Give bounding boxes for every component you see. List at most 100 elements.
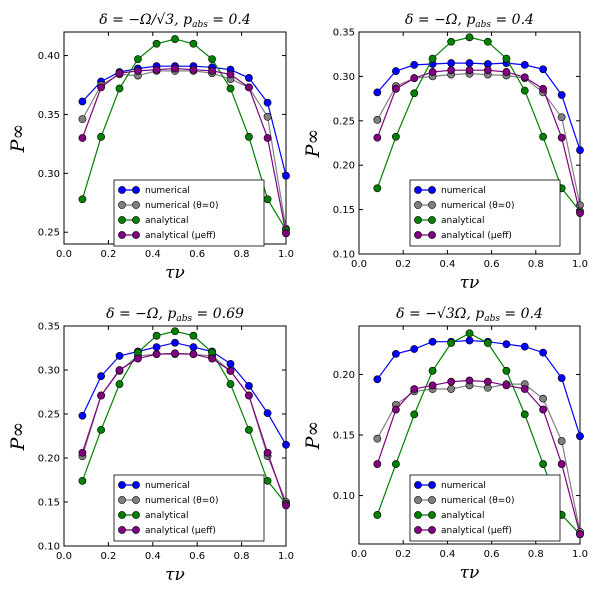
legend-label: numerical: [145, 481, 190, 491]
y-axis-label: P∞: [302, 421, 324, 451]
y-tick-label: 0.10: [333, 491, 355, 502]
chart-title-main: δ = −Ω, p: [405, 12, 475, 28]
x-axis-label: τν: [460, 563, 480, 583]
x-tick-label: 0.2: [395, 259, 411, 270]
chart-title-main: δ = −Ω, p: [106, 306, 176, 322]
y-tick-label: 0.25: [333, 116, 355, 127]
data-point: [465, 33, 474, 42]
x-tick-label: 0.6: [484, 549, 500, 560]
legend-label: analytical: [441, 511, 485, 521]
data-point: [171, 349, 179, 358]
legend: numerical numerical (θ=0) analytical analyt…: [113, 474, 265, 542]
data-point: [115, 84, 124, 93]
data-point: [428, 68, 437, 76]
data-point: [208, 55, 216, 63]
data-point: [189, 331, 198, 340]
chart-title-value: = 0.4: [208, 12, 251, 28]
series-line-3: [81, 330, 287, 505]
legend-swatch-marker: [428, 496, 436, 504]
x-tick-label: 1.0: [572, 549, 588, 560]
y-axis-label: P∞: [302, 129, 324, 159]
legend-label: numerical: [441, 186, 486, 196]
chart-title-value: = 0.69: [192, 306, 244, 322]
data-point: [245, 74, 253, 82]
data-point: [502, 381, 511, 390]
chart-title-subscript: abs: [192, 20, 208, 30]
legend: numerical numerical (θ=0) analytical analyt…: [409, 474, 561, 542]
data-point: [520, 60, 529, 69]
data-point: [152, 343, 161, 352]
legend-swatch-marker: [118, 496, 126, 504]
data-point: [557, 91, 566, 99]
chart-panel-2: 0.0 0.2 0.4 0.6 0.8 1.0 0.10 0.15 0.20 0.25 0.30 0.…: [302, 12, 588, 293]
data-point: [245, 425, 253, 434]
legend-swatch-marker: [118, 231, 126, 239]
legend-swatch-marker: [428, 511, 436, 519]
data-point: [557, 374, 566, 382]
legend-swatch-marker: [118, 186, 126, 194]
data-point: [373, 460, 382, 468]
chart-title-subscript: abs: [475, 20, 491, 30]
data-point: [78, 476, 87, 485]
y-tick-label: 0.20: [38, 454, 60, 465]
data-point: [78, 115, 87, 124]
data-point: [539, 65, 547, 74]
y-tick-label: 0.40: [38, 51, 60, 62]
data-point: [576, 209, 584, 218]
legend-swatch-marker: [414, 496, 422, 504]
y-tick-label: 0.25: [38, 228, 60, 239]
x-tick-label: 0.6: [189, 249, 205, 260]
x-tick-label: 0.6: [484, 259, 500, 270]
y-tick-label: 0.25: [38, 410, 60, 421]
legend: numerical numerical (θ=0) analytical analyt…: [409, 179, 561, 247]
x-tick-label: 1.0: [572, 259, 588, 270]
series-line-3: [376, 332, 581, 535]
data-point: [78, 97, 87, 106]
data-point: [373, 434, 382, 443]
legend-label: numerical: [441, 481, 486, 491]
data-point: [245, 132, 253, 141]
data-point: [263, 448, 272, 457]
data-point: [226, 70, 235, 79]
data-point: [520, 86, 529, 95]
data-point: [465, 66, 474, 75]
data-point: [134, 55, 142, 63]
legend-swatch-marker: [414, 481, 422, 489]
series-line-3: [376, 36, 581, 212]
data-point: [263, 195, 272, 204]
x-tick-label: 0.8: [528, 549, 544, 560]
legend-swatch-marker: [414, 201, 422, 209]
data-point: [539, 405, 547, 414]
y-axis-label: P∞: [7, 124, 29, 154]
data-point: [447, 59, 456, 67]
data-point: [373, 88, 382, 97]
y-tick-label: 0.30: [38, 169, 60, 180]
data-point: [152, 350, 161, 359]
legend-label: analytical (μeff): [441, 231, 512, 241]
x-tick-label: 1.0: [278, 249, 294, 260]
legend-swatch-marker: [118, 511, 126, 519]
data-point: [557, 133, 566, 142]
data-point: [465, 329, 474, 338]
data-point: [557, 460, 566, 468]
data-point: [576, 146, 584, 155]
chart-title: δ = −Ω, pabs = 0.69: [106, 306, 244, 324]
data-point: [263, 98, 272, 107]
data-point: [539, 84, 547, 93]
data-point: [373, 375, 382, 384]
x-tick-label: 0.0: [56, 249, 72, 260]
data-point: [152, 65, 161, 74]
x-tick-label: 0.2: [100, 249, 116, 260]
data-point: [428, 337, 437, 346]
legend-swatch-marker: [428, 201, 436, 209]
y-tick-label: 0.10: [38, 542, 60, 553]
data-point: [152, 331, 161, 340]
legend-swatch-marker: [428, 231, 436, 239]
series-line-4: [81, 352, 287, 506]
data-point: [78, 448, 87, 457]
legend-swatch-marker: [132, 526, 140, 534]
chart-title: δ = −Ω/√3, pabs = 0.4: [99, 12, 250, 30]
x-tick-label: 0.8: [234, 551, 250, 562]
x-tick-label: 0.4: [439, 549, 455, 560]
legend-swatch-marker: [118, 481, 126, 489]
